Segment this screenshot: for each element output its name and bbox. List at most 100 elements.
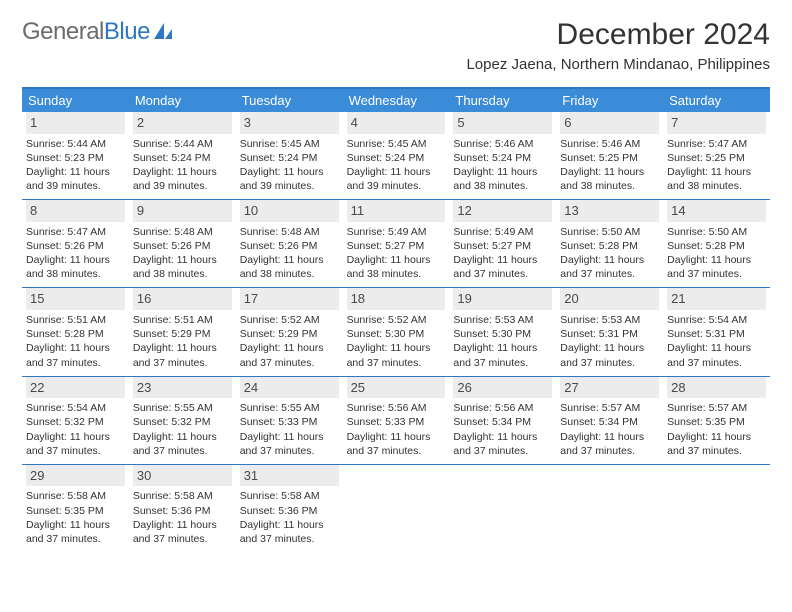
- day-22: 22Sunrise: 5:54 AMSunset: 5:32 PMDayligh…: [22, 377, 129, 464]
- sunset-line: Sunset: 5:27 PM: [453, 239, 552, 253]
- day-4: 4Sunrise: 5:45 AMSunset: 5:24 PMDaylight…: [343, 112, 450, 199]
- sunset-line: Sunset: 5:26 PM: [26, 239, 125, 253]
- calendar-body: 1Sunrise: 5:44 AMSunset: 5:23 PMDaylight…: [22, 112, 770, 552]
- sunrise-line: Sunrise: 5:50 AM: [560, 225, 659, 239]
- sunset-line: Sunset: 5:28 PM: [26, 327, 125, 341]
- day-number: 3: [240, 112, 339, 134]
- daylight-line: Daylight: 11 hours and 37 minutes.: [347, 341, 446, 369]
- daylight-line: Daylight: 11 hours and 37 minutes.: [453, 430, 552, 458]
- day-number: 19: [453, 288, 552, 310]
- daylight-line: Daylight: 11 hours and 37 minutes.: [560, 430, 659, 458]
- sunrise-line: Sunrise: 5:48 AM: [240, 225, 339, 239]
- sunset-line: Sunset: 5:23 PM: [26, 151, 125, 165]
- empty-cell: [449, 465, 556, 552]
- sunset-line: Sunset: 5:28 PM: [667, 239, 766, 253]
- day-number: 7: [667, 112, 766, 134]
- day-number: 26: [453, 377, 552, 399]
- daylight-line: Daylight: 11 hours and 37 minutes.: [133, 341, 232, 369]
- day-6: 6Sunrise: 5:46 AMSunset: 5:25 PMDaylight…: [556, 112, 663, 199]
- day-number: 31: [240, 465, 339, 487]
- day-number: 22: [26, 377, 125, 399]
- day-30: 30Sunrise: 5:58 AMSunset: 5:36 PMDayligh…: [129, 465, 236, 552]
- daylight-line: Daylight: 11 hours and 38 minutes.: [26, 253, 125, 281]
- day-number: 11: [347, 200, 446, 222]
- sunset-line: Sunset: 5:34 PM: [560, 415, 659, 429]
- day-26: 26 Sunrise: 5:56 AMSunset: 5:34 PMDayligh…: [449, 377, 556, 464]
- day-7: 7Sunrise: 5:47 AMSunset: 5:25 PMDaylight…: [663, 112, 770, 199]
- day-number: 1: [26, 112, 125, 134]
- sunset-line: Sunset: 5:33 PM: [240, 415, 339, 429]
- daylight-line: Daylight: 11 hours and 37 minutes.: [240, 341, 339, 369]
- sunrise-line: Sunrise: 5:48 AM: [133, 225, 232, 239]
- day-number: 6: [560, 112, 659, 134]
- daylight-line: Daylight: 11 hours and 39 minutes.: [347, 165, 446, 193]
- day-29: 29Sunrise: 5:58 AMSunset: 5:35 PMDayligh…: [22, 465, 129, 552]
- day-21: 21Sunrise: 5:54 AMSunset: 5:31 PMDayligh…: [663, 288, 770, 375]
- day-17: 17Sunrise: 5:52 AMSunset: 5:29 PMDayligh…: [236, 288, 343, 375]
- weekday-tuesday: Tuesday: [236, 89, 343, 112]
- day-number: 24: [240, 377, 339, 399]
- sunrise-line: Sunrise: 5:47 AM: [667, 137, 766, 151]
- week-row: 15Sunrise: 5:51 AMSunset: 5:28 PMDayligh…: [22, 288, 770, 376]
- day-number: 4: [347, 112, 446, 134]
- day-24: 24Sunrise: 5:55 AMSunset: 5:33 PMDayligh…: [236, 377, 343, 464]
- day-25: 25Sunrise: 5:56 AMSunset: 5:33 PMDayligh…: [343, 377, 450, 464]
- daylight-line: Daylight: 11 hours and 37 minutes.: [26, 430, 125, 458]
- sunset-line: Sunset: 5:24 PM: [133, 151, 232, 165]
- day-5: 5Sunrise: 5:46 AMSunset: 5:24 PMDaylight…: [449, 112, 556, 199]
- daylight-line: Daylight: 11 hours and 37 minutes.: [133, 430, 232, 458]
- sunset-line: Sunset: 5:29 PM: [133, 327, 232, 341]
- brand-logo: GeneralBlue: [22, 18, 174, 46]
- daylight-line: Daylight: 11 hours and 38 minutes.: [560, 165, 659, 193]
- sunrise-line: Sunrise: 5:45 AM: [347, 137, 446, 151]
- sunrise-line: Sunrise: 5:51 AM: [133, 313, 232, 327]
- sunrise-line: Sunrise: 5:49 AM: [347, 225, 446, 239]
- sunset-line: Sunset: 5:31 PM: [560, 327, 659, 341]
- sunset-line: Sunset: 5:34 PM: [453, 415, 552, 429]
- sunrise-line: Sunrise: 5:55 AM: [133, 401, 232, 415]
- daylight-line: Daylight: 11 hours and 37 minutes.: [667, 341, 766, 369]
- sunrise-line: Sunrise: 5:52 AM: [347, 313, 446, 327]
- day-12: 12Sunrise: 5:49 AMSunset: 5:27 PMDayligh…: [449, 200, 556, 287]
- sunrise-line: Sunrise: 5:58 AM: [240, 489, 339, 503]
- daylight-line: Daylight: 11 hours and 37 minutes.: [667, 430, 766, 458]
- sunrise-line: Sunrise: 5:55 AM: [240, 401, 339, 415]
- sunset-line: Sunset: 5:33 PM: [347, 415, 446, 429]
- sunrise-line: Sunrise: 5:50 AM: [667, 225, 766, 239]
- sunset-line: Sunset: 5:26 PM: [240, 239, 339, 253]
- day-number: 25: [347, 377, 446, 399]
- daylight-line: Daylight: 11 hours and 39 minutes.: [26, 165, 125, 193]
- sunset-line: Sunset: 5:36 PM: [240, 504, 339, 518]
- day-10: 10Sunrise: 5:48 AMSunset: 5:26 PMDayligh…: [236, 200, 343, 287]
- sunrise-line: Sunrise: 5:44 AM: [133, 137, 232, 151]
- sunrise-line: Sunrise: 5:47 AM: [26, 225, 125, 239]
- daylight-line: Daylight: 11 hours and 37 minutes.: [26, 518, 125, 546]
- sunrise-line: Sunrise: 5:56 AM: [453, 401, 552, 415]
- day-28: 28Sunrise: 5:57 AMSunset: 5:35 PMDayligh…: [663, 377, 770, 464]
- daylight-line: Daylight: 11 hours and 37 minutes.: [667, 253, 766, 281]
- sunset-line: Sunset: 5:28 PM: [560, 239, 659, 253]
- sunrise-line: Sunrise: 5:57 AM: [667, 401, 766, 415]
- day-number: 12: [453, 200, 552, 222]
- daylight-line: Daylight: 11 hours and 37 minutes.: [26, 341, 125, 369]
- sunrise-line: Sunrise: 5:51 AM: [26, 313, 125, 327]
- day-number: 20: [560, 288, 659, 310]
- week-row: 8Sunrise: 5:47 AMSunset: 5:26 PMDaylight…: [22, 200, 770, 288]
- daylight-line: Daylight: 11 hours and 37 minutes.: [133, 518, 232, 546]
- day-16: 16Sunrise: 5:51 AMSunset: 5:29 PMDayligh…: [129, 288, 236, 375]
- sunrise-line: Sunrise: 5:57 AM: [560, 401, 659, 415]
- week-row: 29Sunrise: 5:58 AMSunset: 5:35 PMDayligh…: [22, 465, 770, 552]
- day-18: 18Sunrise: 5:52 AMSunset: 5:30 PMDayligh…: [343, 288, 450, 375]
- sunset-line: Sunset: 5:31 PM: [667, 327, 766, 341]
- title-block: December 2024 Lopez Jaena, Northern Mind…: [466, 18, 770, 73]
- day-19: 19Sunrise: 5:53 AMSunset: 5:30 PMDayligh…: [449, 288, 556, 375]
- sunset-line: Sunset: 5:24 PM: [240, 151, 339, 165]
- sunset-line: Sunset: 5:36 PM: [133, 504, 232, 518]
- day-number: 5: [453, 112, 552, 134]
- day-number: 23: [133, 377, 232, 399]
- sunrise-line: Sunrise: 5:53 AM: [560, 313, 659, 327]
- daylight-line: Daylight: 11 hours and 38 minutes.: [667, 165, 766, 193]
- daylight-line: Daylight: 11 hours and 37 minutes.: [560, 341, 659, 369]
- day-23: 23Sunrise: 5:55 AMSunset: 5:32 PMDayligh…: [129, 377, 236, 464]
- week-row: 22Sunrise: 5:54 AMSunset: 5:32 PMDayligh…: [22, 377, 770, 465]
